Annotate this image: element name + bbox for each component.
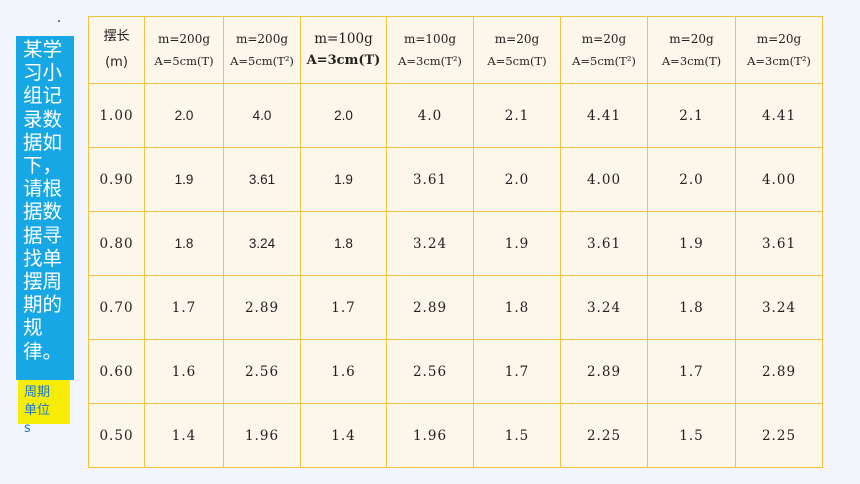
- period-cell: 2.0: [144, 83, 224, 148]
- table-row: 0.50 1.4 1.96 1.4 1.96 1.5 2.25 1.5 2.25: [88, 403, 823, 468]
- column-header-amplitude: A=3cm(T²): [398, 54, 462, 68]
- period-cell: 1.8: [144, 211, 224, 276]
- table-row: 0.60 1.6 2.56 1.6 2.56 1.7 2.89 1.7 2.89: [88, 339, 823, 404]
- column-header-amplitude: A=5cm(T): [487, 54, 547, 68]
- length-cell: 0.70: [88, 275, 145, 340]
- period-squared-cell: 4.0: [223, 83, 301, 148]
- column-header-mass: m=200g: [157, 32, 211, 46]
- period-cell: 2.0: [473, 147, 561, 212]
- length-cell: 0.50: [88, 403, 145, 468]
- period-cell: 1.5: [647, 403, 736, 468]
- task-prompt-text: 某学习小组记录数据如下，请根据数据寻找单摆周期的规律。: [23, 38, 63, 363]
- period-squared-cell: 4.41: [560, 83, 648, 148]
- column-header: m=20g A=5cm(T²): [560, 16, 648, 84]
- period-squared-cell: 2.89: [735, 339, 823, 404]
- decorative-dot: [58, 20, 60, 22]
- task-prompt-box: 某学习小组记录数据如下，请根据数据寻找单摆周期的规律。: [16, 36, 74, 380]
- period-squared-cell: 2.56: [386, 339, 474, 404]
- column-header-amplitude: A=5cm(T²): [230, 54, 294, 68]
- length-cell: 0.90: [88, 147, 145, 212]
- table-row: 1.00 2.0 4.0 2.0 4.0 2.1 4.41 2.1 4.41: [88, 83, 823, 148]
- period-cell: 1.7: [144, 275, 224, 340]
- column-header-amplitude: A=3cm(T²): [747, 54, 811, 68]
- period-squared-cell: 4.41: [735, 83, 823, 148]
- period-cell: 1.7: [647, 339, 736, 404]
- column-header-mass: m=20g: [756, 32, 802, 46]
- column-header-mass: m=200g: [235, 32, 289, 46]
- period-unit-text: 周期单位s: [24, 385, 51, 436]
- period-cell: 2.0: [300, 83, 387, 148]
- period-cell: 2.0: [647, 147, 736, 212]
- column-header-mass: m=20g: [669, 32, 714, 46]
- period-cell: 2.1: [647, 83, 736, 148]
- column-header: m=20g A=3cm(T): [647, 16, 736, 84]
- period-squared-cell: 3.61: [223, 147, 301, 212]
- period-cell: 1.6: [144, 339, 224, 404]
- pendulum-data-table: 摆长 (m) m=200g A=5cm(T) m=200g A=5cm(T²) …: [88, 16, 823, 468]
- period-squared-cell: 3.61: [560, 211, 648, 276]
- period-cell: 1.8: [300, 211, 387, 276]
- period-squared-cell: 4.0: [386, 83, 474, 148]
- period-squared-cell: 3.24: [735, 275, 823, 340]
- period-squared-cell: 2.25: [560, 403, 648, 468]
- period-cell: 2.1: [473, 83, 561, 148]
- period-squared-cell: 3.24: [386, 211, 474, 276]
- period-cell: 1.9: [144, 147, 224, 212]
- column-header-mass: m=20g: [581, 32, 627, 46]
- column-header-amplitude: A=3cm(T): [306, 53, 381, 68]
- period-squared-cell: 3.24: [560, 275, 648, 340]
- period-squared-cell: 3.24: [223, 211, 301, 276]
- period-cell: 1.9: [300, 147, 387, 212]
- length-cell: 1.00: [88, 83, 145, 148]
- column-header-mass: m=100g: [314, 31, 373, 47]
- length-column-header: 摆长 (m): [88, 16, 145, 84]
- period-cell: 1.8: [473, 275, 561, 340]
- column-header: m=100g A=3cm(T): [300, 16, 387, 84]
- period-cell: 1.5: [473, 403, 561, 468]
- period-cell: 1.4: [300, 403, 387, 468]
- period-squared-cell: 1.96: [223, 403, 301, 468]
- period-cell: 1.6: [300, 339, 387, 404]
- column-header: m=200g A=5cm(T²): [223, 16, 301, 84]
- period-squared-cell: 2.25: [735, 403, 823, 468]
- period-squared-cell: 4.00: [560, 147, 648, 212]
- table-row: 0.70 1.7 2.89 1.7 2.89 1.8 3.24 1.8 3.24: [88, 275, 823, 340]
- period-cell: 1.7: [300, 275, 387, 340]
- table-header-row: 摆长 (m) m=200g A=5cm(T) m=200g A=5cm(T²) …: [88, 16, 823, 84]
- table-row: 0.90 1.9 3.61 1.9 3.61 2.0 4.00 2.0 4.00: [88, 147, 823, 212]
- period-cell: 1.9: [473, 211, 561, 276]
- period-cell: 1.8: [647, 275, 736, 340]
- period-cell: 1.4: [144, 403, 224, 468]
- column-header: m=100g A=3cm(T²): [386, 16, 474, 84]
- length-cell: 0.80: [88, 211, 145, 276]
- period-squared-cell: 3.61: [735, 211, 823, 276]
- length-header-label: 摆长: [103, 29, 130, 44]
- period-cell: 1.9: [647, 211, 736, 276]
- column-header: m=20g A=3cm(T²): [735, 16, 823, 84]
- table-row: 0.80 1.8 3.24 1.8 3.24 1.9 3.61 1.9 3.61: [88, 211, 823, 276]
- period-unit-note: 周期单位s: [18, 380, 70, 436]
- column-header: m=200g A=5cm(T): [144, 16, 224, 84]
- period-cell: 1.7: [473, 339, 561, 404]
- length-cell: 0.60: [88, 339, 145, 404]
- period-squared-cell: 3.61: [386, 147, 474, 212]
- period-squared-cell: 2.89: [560, 339, 648, 404]
- period-squared-cell: 2.89: [386, 275, 474, 340]
- period-squared-cell: 1.96: [386, 403, 474, 468]
- column-header: m=20g A=5cm(T): [473, 16, 561, 84]
- period-squared-cell: 2.56: [223, 339, 301, 404]
- length-header-unit: (m): [105, 55, 128, 70]
- column-header-amplitude: A=5cm(T²): [572, 54, 636, 68]
- column-header-amplitude: A=5cm(T): [154, 54, 214, 68]
- column-header-amplitude: A=3cm(T): [661, 54, 722, 68]
- period-squared-cell: 2.89: [223, 275, 301, 340]
- period-squared-cell: 4.00: [735, 147, 823, 212]
- column-header-mass: m=20g: [494, 32, 540, 46]
- column-header-mass: m=100g: [403, 32, 457, 46]
